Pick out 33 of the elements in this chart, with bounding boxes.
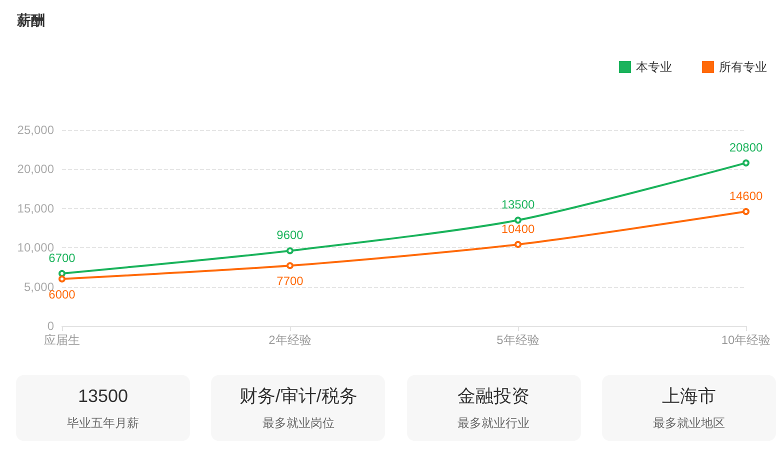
y-tick-label: 20,000 — [17, 162, 54, 176]
text: 毕业五年月薪 — [66, 415, 140, 432]
x-tick-label: 10年经验 — [721, 333, 771, 347]
point — [742, 208, 750, 216]
text: 最多就业岗位 — [261, 415, 336, 432]
point — [514, 240, 522, 248]
data-label: 20800 — [729, 140, 764, 154]
x-tick-label: 2年经验 — [268, 333, 312, 347]
data-label: 7700 — [276, 274, 304, 288]
y-tick-label: 0 — [47, 319, 54, 333]
data-label: 13500 — [501, 198, 536, 212]
data-label: 14600 — [729, 189, 764, 204]
y-tick-label: 25,000 — [17, 123, 54, 137]
x-tick-label: 应届生 — [44, 333, 80, 347]
data-label: 9600 — [276, 228, 304, 242]
text: 最多就业行业 — [456, 415, 531, 432]
text: 金融投资 — [458, 385, 530, 408]
point — [58, 275, 66, 282]
text: 最多就业地区 — [652, 415, 726, 432]
text: 上海市 — [662, 385, 716, 408]
text: 13500 — [78, 385, 128, 408]
x-tick-label: 5年经验 — [496, 333, 540, 347]
point — [286, 262, 294, 270]
text: 财务/审计/税务 — [239, 385, 358, 408]
legend-label: 本专业 — [636, 60, 672, 74]
point — [58, 270, 66, 277]
legend-label: 所有专业 — [719, 60, 767, 74]
y-tick-label: 15,000 — [17, 201, 54, 216]
point — [514, 216, 522, 224]
chart-title: 薪酬 — [16, 12, 45, 28]
point — [742, 159, 750, 166]
data-label: 10400 — [501, 222, 536, 236]
point — [286, 247, 294, 254]
